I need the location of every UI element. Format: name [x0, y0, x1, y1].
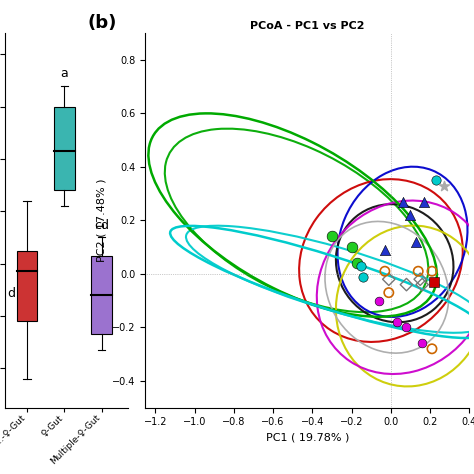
Point: [428, 267, 436, 275]
Bar: [91, 256, 112, 334]
Point: [416, 275, 424, 283]
Point: [430, 278, 438, 286]
Point: [357, 262, 365, 270]
Point: [407, 211, 414, 219]
Text: a: a: [60, 67, 68, 80]
Point: [414, 267, 422, 275]
Point: [328, 233, 336, 240]
Point: [399, 198, 406, 206]
Point: [385, 275, 392, 283]
Point: [359, 273, 367, 281]
Point: [393, 318, 401, 326]
Point: [381, 267, 389, 275]
Point: [440, 182, 447, 190]
Text: cd: cd: [94, 219, 109, 232]
Point: [419, 340, 426, 347]
Text: d: d: [8, 287, 16, 300]
Point: [385, 289, 392, 296]
Bar: [54, 107, 74, 190]
Point: [375, 297, 383, 304]
Point: [348, 243, 356, 251]
Point: [403, 324, 410, 331]
Point: [412, 238, 420, 246]
Point: [420, 198, 428, 206]
X-axis label: PC1 ( 19.78% ): PC1 ( 19.78% ): [265, 433, 349, 443]
Y-axis label: PC2 ( 17.48% ): PC2 ( 17.48% ): [97, 179, 107, 262]
Bar: [17, 251, 37, 321]
Point: [419, 281, 426, 288]
Point: [432, 176, 440, 184]
Point: [403, 281, 410, 288]
Point: [428, 345, 436, 353]
Text: (b): (b): [87, 14, 117, 32]
Title: PCoA - PC1 vs PC2: PCoA - PC1 vs PC2: [250, 21, 365, 31]
Point: [354, 259, 361, 267]
Point: [381, 246, 389, 254]
